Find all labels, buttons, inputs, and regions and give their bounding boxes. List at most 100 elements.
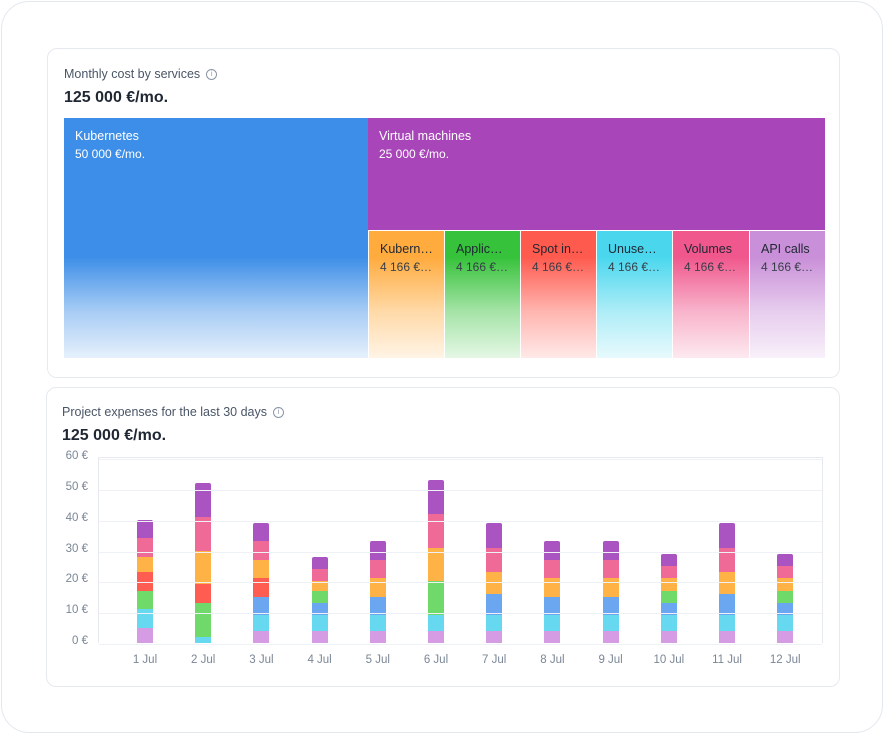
bar-segment[interactable] <box>544 630 561 643</box>
bar-segment[interactable] <box>660 590 677 603</box>
bar-segment[interactable] <box>311 602 328 616</box>
treemap-tile-volumes[interactable]: Volumes 4 166 €/mo. <box>672 230 749 358</box>
bar-segment[interactable] <box>428 581 444 616</box>
y-tick-label: 60 € <box>65 450 88 463</box>
project-expenses-title: Project expenses for the last 30 days i <box>62 405 284 419</box>
x-tick-label: 11 Jul <box>712 654 742 666</box>
bar-segment[interactable] <box>195 482 212 517</box>
bar-segment[interactable] <box>777 553 794 566</box>
bar-segment[interactable] <box>777 590 794 603</box>
bar-segment[interactable] <box>486 547 503 573</box>
bar-segment[interactable] <box>311 590 328 603</box>
bar-segment[interactable] <box>544 541 561 560</box>
bar-segment[interactable] <box>719 522 735 548</box>
treemap-tile-api-calls[interactable]: API calls 4 166 €/mo. <box>749 230 825 358</box>
bar-segment[interactable] <box>369 541 386 560</box>
bar-segment[interactable] <box>195 636 212 643</box>
bar-segment[interactable] <box>428 615 444 631</box>
treemap-tile-unused[interactable]: Unused resources 4 166 €/mo. <box>596 230 672 358</box>
bar-segment[interactable] <box>602 541 619 560</box>
bar-segment[interactable] <box>602 559 619 579</box>
bar-segment[interactable] <box>428 479 444 514</box>
bar-segment[interactable] <box>602 596 619 616</box>
monthly-cost-total: 125 000 €/mo. <box>64 89 169 106</box>
bar-segment[interactable] <box>719 593 735 616</box>
bar-segment[interactable] <box>660 602 677 616</box>
bar-segment[interactable] <box>660 553 677 566</box>
bar-segment[interactable] <box>311 556 328 570</box>
bar-segment[interactable] <box>486 522 503 548</box>
bar-segment[interactable] <box>311 630 328 643</box>
bar-segment[interactable] <box>253 522 270 542</box>
bar-segment[interactable] <box>719 547 735 573</box>
x-tick-label: 8 Jul <box>540 654 565 666</box>
bar-segment[interactable] <box>311 581 328 591</box>
treemap-tile-virtual-machines[interactable]: Virtual machines 25 000 €/mo. <box>368 118 825 230</box>
bar-segment[interactable] <box>660 615 677 631</box>
bar-segment[interactable] <box>428 547 444 582</box>
bar-segment[interactable] <box>311 569 328 582</box>
bar-segment[interactable] <box>428 630 444 643</box>
bar-segment[interactable] <box>602 615 619 631</box>
bar-segment[interactable] <box>544 615 561 631</box>
x-tick-label: 6 Jul <box>423 654 449 666</box>
bar-segment[interactable] <box>486 615 503 631</box>
bar-segment[interactable] <box>428 513 444 548</box>
bar-segment[interactable] <box>195 516 212 551</box>
bar-segment[interactable] <box>602 630 619 643</box>
bar-segment[interactable] <box>253 615 270 631</box>
bar-segment[interactable] <box>777 602 794 616</box>
x-tick-label: 10 Jul <box>653 654 685 666</box>
bar-segment[interactable] <box>137 590 153 610</box>
bar-segment[interactable] <box>660 630 677 643</box>
bar-segment[interactable] <box>486 630 503 643</box>
bar-segment[interactable] <box>369 559 386 579</box>
treemap-tile-kubernetes-small[interactable]: Kubernetes 4 166 €/mo. <box>368 230 444 358</box>
tile-name: Kubernetes <box>75 129 139 143</box>
tile-name: Unused resources <box>608 242 661 256</box>
info-icon[interactable]: i <box>272 406 284 418</box>
bar-segment[interactable] <box>719 615 735 631</box>
treemap-tile-applications[interactable]: Applications 4 166 €/mo. <box>444 230 520 358</box>
y-tick-label: 20 € <box>65 573 88 586</box>
tile-name: Volumes <box>684 242 732 256</box>
bar-segment[interactable] <box>137 627 153 643</box>
bar-segment[interactable] <box>777 578 794 591</box>
bar-segment[interactable] <box>195 584 212 603</box>
bar-segment[interactable] <box>369 615 386 631</box>
bar-segment[interactable] <box>253 559 270 579</box>
bar-segment[interactable] <box>253 630 270 643</box>
gridline <box>99 459 822 461</box>
gridline <box>99 551 822 553</box>
x-tick-label: 12 Jul <box>769 654 801 666</box>
bar-segment[interactable] <box>369 630 386 643</box>
bar-segment[interactable] <box>369 596 386 616</box>
tile-value: 50 000 €/mo. <box>75 147 146 161</box>
info-icon[interactable]: i <box>206 68 218 80</box>
bar-segment[interactable] <box>311 615 328 631</box>
tile-value: 4 166 €/mo. <box>380 260 433 274</box>
bar-segment[interactable] <box>544 559 561 579</box>
bar-segment[interactable] <box>253 596 270 616</box>
bar-segment[interactable] <box>777 615 794 631</box>
monthly-cost-title-text: Monthly cost by services <box>64 67 201 81</box>
gridline <box>99 644 822 645</box>
bar-segment[interactable] <box>253 541 270 560</box>
bar-segment[interactable] <box>660 578 677 591</box>
treemap-tile-kubernetes[interactable]: Kubernetes 50 000 €/mo. <box>64 118 368 358</box>
bar-segment[interactable] <box>195 602 212 637</box>
x-tick-label: 2 Jul <box>191 654 216 666</box>
y-tick-label: 30 € <box>65 542 88 555</box>
bar-segment[interactable] <box>486 593 503 616</box>
treemap-tile-spot-instances[interactable]: Spot instances 4 166 €/mo. <box>520 230 596 358</box>
bar-segment[interactable] <box>660 566 677 579</box>
bar-segment[interactable] <box>777 566 794 579</box>
bar-segment[interactable] <box>544 596 561 616</box>
project-expenses-title-text: Project expenses for the last 30 days <box>62 405 267 419</box>
bar-segment[interactable] <box>137 556 153 573</box>
bar-segment[interactable] <box>719 630 735 643</box>
bar-segment[interactable] <box>137 519 153 539</box>
bar-segment[interactable] <box>195 550 212 585</box>
bar-segment[interactable] <box>777 630 794 643</box>
bar-segment[interactable] <box>137 572 153 591</box>
